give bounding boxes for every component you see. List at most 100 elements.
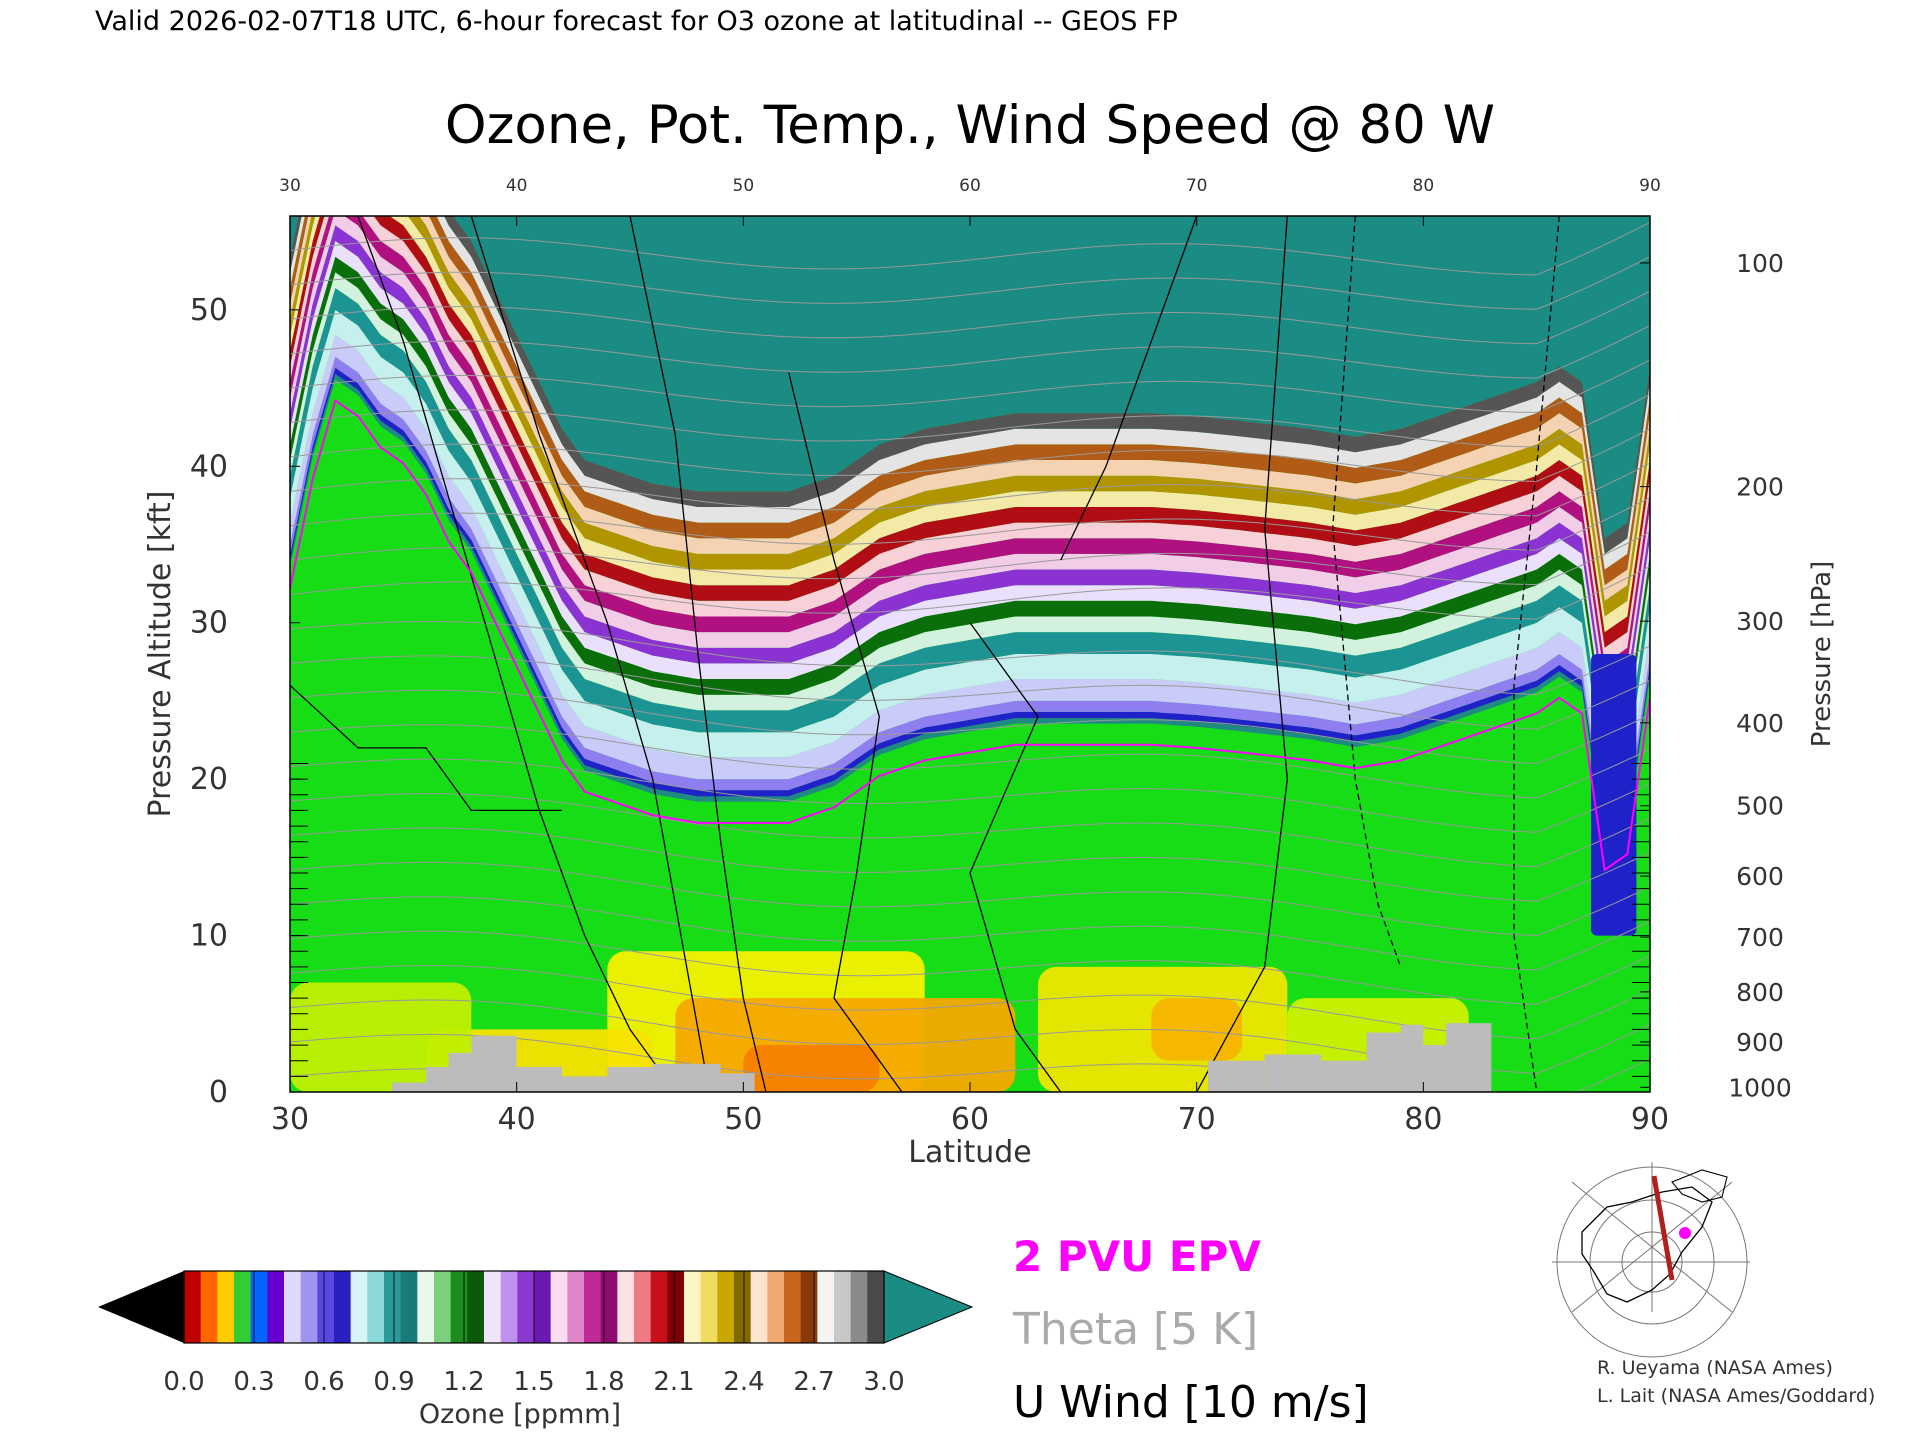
theta-contour	[290, 359, 1650, 414]
terrain-block	[448, 1052, 472, 1092]
ozone-band	[290, 225, 1650, 711]
colorbar-swatch	[250, 1271, 268, 1343]
colorbar-swatch	[867, 1271, 885, 1343]
theta-contour	[290, 758, 1650, 833]
pressure-tick-label: 100	[1736, 249, 1784, 278]
colorbar-tick-label: 1.5	[513, 1367, 554, 1397]
theta-contour	[290, 792, 1650, 868]
theta-contour	[290, 428, 1650, 482]
theta-contour	[290, 827, 1650, 902]
colorbar-swatch	[767, 1271, 785, 1343]
theta-contour	[290, 655, 1650, 730]
credit-line: L. Lait (NASA Ames/Goddard)	[1597, 1385, 1875, 1407]
x-top-tick-label: 70	[1186, 176, 1208, 196]
theta-contour	[290, 462, 1650, 517]
colorbar-swatch	[684, 1271, 702, 1343]
colorbar-swatch	[217, 1271, 235, 1343]
colorbar-swatch	[284, 1271, 302, 1343]
terrain-block	[1366, 1032, 1401, 1092]
pressure-axis-label: Pressure [hPa]	[1807, 561, 1837, 748]
x-top-tick-label: 50	[733, 176, 755, 196]
colorbar-label: Ozone [ppmm]	[419, 1399, 621, 1430]
colorbar-swatch	[267, 1271, 285, 1343]
ozone-low-patch	[1151, 998, 1242, 1061]
pressure-tick-label: 300	[1736, 607, 1784, 636]
y-tick-label: 50	[190, 293, 228, 328]
colorbar-swatch	[784, 1271, 802, 1343]
x-top-tick-label: 80	[1413, 176, 1435, 196]
colorbar-swatch	[567, 1271, 585, 1343]
y-tick-label: 10	[190, 919, 228, 954]
colorbar-swatch	[617, 1271, 635, 1343]
x-top-tick-label: 40	[506, 176, 528, 196]
terrain-block	[471, 1035, 517, 1092]
terrain-block	[562, 1076, 608, 1092]
pressure-tick-label: 900	[1736, 1028, 1784, 1057]
colorbar-tick-label: 2.7	[793, 1367, 834, 1397]
terrain-block	[1423, 1045, 1446, 1092]
x-tick-label: 30	[271, 1102, 309, 1137]
theta-contour	[290, 256, 1650, 310]
colorbar-tick-label: 1.8	[583, 1367, 624, 1397]
colorbar-high-arrow	[883, 1270, 974, 1344]
colorbar-tick-label: 2.4	[723, 1367, 764, 1397]
ozone-band	[290, 379, 1650, 1092]
ozone-band	[290, 241, 1650, 726]
ozone-low-patch	[743, 1045, 880, 1092]
locator-map	[1552, 1162, 1750, 1358]
x-tick-label: 90	[1631, 1102, 1669, 1137]
chart-title: Ozone, Pot. Temp., Wind Speed @ 80 W	[445, 95, 1495, 156]
y-axis-label: Pressure Altitude [kft]	[143, 491, 178, 818]
theta-contour	[290, 393, 1650, 448]
colorbar-low-arrow	[98, 1271, 184, 1343]
ozone-cross-section	[290, 216, 1650, 1092]
colorbar-swatch	[800, 1271, 818, 1343]
colorbar-swatch	[517, 1271, 535, 1343]
terrain-block	[652, 1063, 721, 1092]
ozone-band	[290, 216, 1650, 695]
ozone-polar-column	[1591, 654, 1637, 936]
colorbar-swatch	[467, 1271, 485, 1343]
x-tick-label: 60	[951, 1102, 989, 1137]
ozone-band	[290, 356, 1650, 837]
terrain-block	[607, 1066, 653, 1092]
colorbar-tick-label: 3.0	[863, 1367, 904, 1397]
pressure-tick-label: 200	[1736, 473, 1784, 502]
pressure-tick-label: 1000	[1728, 1073, 1792, 1102]
y-tick-label: 40	[190, 449, 228, 484]
x-tick-label: 70	[1178, 1102, 1216, 1137]
colorbar-tick-label: 0.0	[163, 1367, 204, 1397]
colorbar-tick-label: 0.9	[373, 1367, 414, 1397]
colorbar-swatch	[450, 1271, 468, 1343]
u-wind-contour	[290, 684, 562, 812]
theta-contour	[290, 221, 1650, 276]
theta-contour	[290, 497, 1650, 551]
terrain-block	[1208, 1060, 1265, 1092]
colorbar-swatch	[200, 1271, 218, 1343]
u-wind-contour	[1332, 216, 1402, 968]
pressure-tick-label: 600	[1736, 862, 1784, 891]
terrain-block	[1321, 1060, 1367, 1092]
colorbar-swatch	[600, 1271, 618, 1343]
theta-contour	[290, 531, 1650, 585]
colorbar-swatch	[534, 1271, 552, 1343]
x-tick-label: 50	[724, 1102, 762, 1137]
colorbar-swatch	[700, 1271, 718, 1343]
u-wind-contour	[969, 622, 1062, 1092]
x-top-tick-label: 60	[959, 176, 981, 196]
legend-entry: 2 PVU EPV	[1013, 1232, 1261, 1281]
colorbar-swatch	[584, 1271, 602, 1343]
colorbar-swatch	[667, 1271, 685, 1343]
u-wind-contour	[470, 216, 710, 1092]
theta-contour	[290, 621, 1650, 696]
theta-contour	[290, 565, 1650, 620]
ozone-band	[290, 272, 1650, 758]
credit-line: R. Ueyama (NASA Ames)	[1597, 1357, 1833, 1379]
colorbar-tick-label: 2.1	[653, 1367, 694, 1397]
ozone-band	[290, 288, 1650, 780]
terrain-block	[426, 1066, 449, 1092]
pressure-tick-label: 800	[1736, 978, 1784, 1007]
x-top-tick-label: 30	[279, 176, 301, 196]
colorbar-swatch	[384, 1271, 402, 1343]
